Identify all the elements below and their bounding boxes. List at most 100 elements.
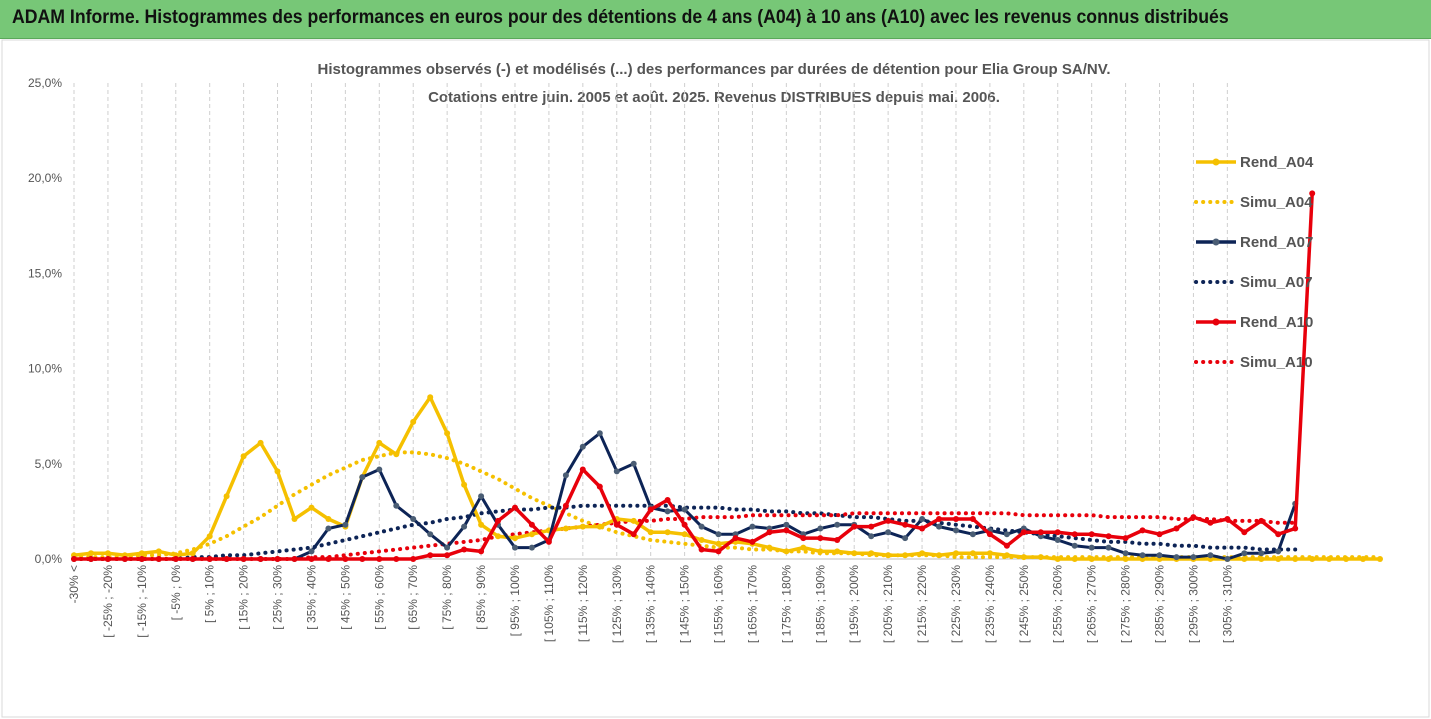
data-point xyxy=(986,550,993,557)
x-tick-label: [ 265% ; 270% xyxy=(1085,565,1099,643)
legend-item-Rend_A04: Rend_A04 xyxy=(1196,154,1314,171)
data-point xyxy=(1275,548,1282,555)
data-point xyxy=(1173,525,1180,532)
data-point xyxy=(1071,531,1078,538)
legend-label: Simu_A04 xyxy=(1240,194,1313,211)
data-point xyxy=(376,556,383,562)
data-point xyxy=(138,550,145,557)
data-point xyxy=(478,548,485,555)
data-point xyxy=(376,439,383,446)
x-tick-label: [ 285% ; 290% xyxy=(1153,565,1167,643)
data-point xyxy=(953,527,959,534)
data-point xyxy=(206,533,213,540)
x-tick-label: [ 65% ; 70% xyxy=(406,565,420,630)
chart-area xyxy=(1,39,1430,718)
data-point xyxy=(427,552,434,559)
series-Simu_A10 xyxy=(72,511,1298,561)
data-point xyxy=(1241,550,1248,557)
data-point xyxy=(461,523,468,530)
data-point xyxy=(1088,544,1095,551)
data-point xyxy=(104,556,111,562)
data-point xyxy=(834,548,841,555)
y-tick-label: 25,0% xyxy=(28,76,62,90)
data-point xyxy=(308,556,315,562)
data-point xyxy=(851,523,858,530)
data-point xyxy=(579,523,586,530)
data-point xyxy=(936,516,942,522)
data-point xyxy=(291,556,298,562)
data-point xyxy=(1292,556,1299,562)
data-point xyxy=(698,523,705,530)
data-point xyxy=(936,523,942,530)
data-point xyxy=(953,516,959,522)
data-point xyxy=(986,531,993,538)
data-point xyxy=(1275,531,1282,538)
x-tick-label: [ 185% ; 190% xyxy=(813,565,827,643)
data-point xyxy=(579,443,586,450)
data-point xyxy=(1309,556,1316,562)
data-point xyxy=(528,544,535,551)
data-point xyxy=(579,466,586,473)
data-point xyxy=(1020,529,1027,536)
data-point xyxy=(1190,554,1197,561)
data-point xyxy=(613,521,620,528)
data-point xyxy=(681,506,688,513)
data-point xyxy=(868,533,875,540)
data-point xyxy=(749,523,756,530)
y-tick-label: 10,0% xyxy=(28,362,62,376)
data-point xyxy=(800,535,807,542)
data-point xyxy=(1105,533,1112,540)
chart-subtitle-line-2: Cotations entre juin. 2005 et août. 2025… xyxy=(428,89,1000,106)
data-point xyxy=(393,502,400,509)
legend-item-Rend_A07: Rend_A07 xyxy=(1196,234,1313,251)
x-tick-label: [ 275% ; 280% xyxy=(1119,565,1133,643)
data-point xyxy=(1275,556,1282,562)
data-point xyxy=(444,544,451,551)
data-point xyxy=(393,556,400,562)
data-point xyxy=(1258,556,1265,562)
data-point xyxy=(1343,556,1350,562)
data-point xyxy=(155,548,162,555)
legend-label: Simu_A07 xyxy=(1240,274,1313,291)
data-point xyxy=(478,493,485,500)
data-point xyxy=(1020,554,1027,561)
data-point xyxy=(953,550,959,557)
data-point xyxy=(596,523,603,530)
series-Simu_A04 xyxy=(72,450,1382,560)
data-point xyxy=(1003,552,1010,559)
data-point xyxy=(1071,542,1078,549)
data-point xyxy=(274,556,281,562)
data-point xyxy=(783,548,790,555)
data-point xyxy=(189,550,196,557)
series-Rend_A10 xyxy=(71,190,1316,562)
data-point xyxy=(1105,544,1112,551)
data-point xyxy=(1122,550,1129,557)
data-point xyxy=(138,556,145,562)
data-point xyxy=(630,531,637,538)
x-tick-label: [ 165% ; 170% xyxy=(745,565,759,643)
legend-item-Simu_A04: Simu_A04 xyxy=(1194,194,1313,211)
data-point xyxy=(647,529,654,536)
x-tick-label: [ 215% ; 220% xyxy=(915,565,929,643)
data-point xyxy=(1309,190,1316,197)
data-point xyxy=(1088,556,1095,562)
report-title: ADAM Informe. Histogrammes des performan… xyxy=(12,7,1229,28)
x-tick-label: [ 195% ; 200% xyxy=(847,565,861,643)
data-point xyxy=(868,523,875,530)
x-tick-label: [ 85% ; 90% xyxy=(474,565,488,630)
data-point xyxy=(817,525,824,532)
data-point xyxy=(155,556,162,562)
data-point xyxy=(1224,556,1231,562)
data-point xyxy=(410,418,417,425)
data-point xyxy=(1071,556,1078,562)
data-point xyxy=(715,531,722,538)
data-point xyxy=(596,430,603,437)
x-tick-label: [ 295% ; 300% xyxy=(1186,565,1200,643)
data-point xyxy=(919,525,926,532)
data-point xyxy=(393,451,400,458)
x-tick-label: [ 225% ; 230% xyxy=(949,565,963,643)
data-point xyxy=(121,556,128,562)
data-point xyxy=(1139,527,1146,534)
x-tick-label: [ 55% ; 60% xyxy=(372,565,386,630)
data-point xyxy=(495,517,501,524)
